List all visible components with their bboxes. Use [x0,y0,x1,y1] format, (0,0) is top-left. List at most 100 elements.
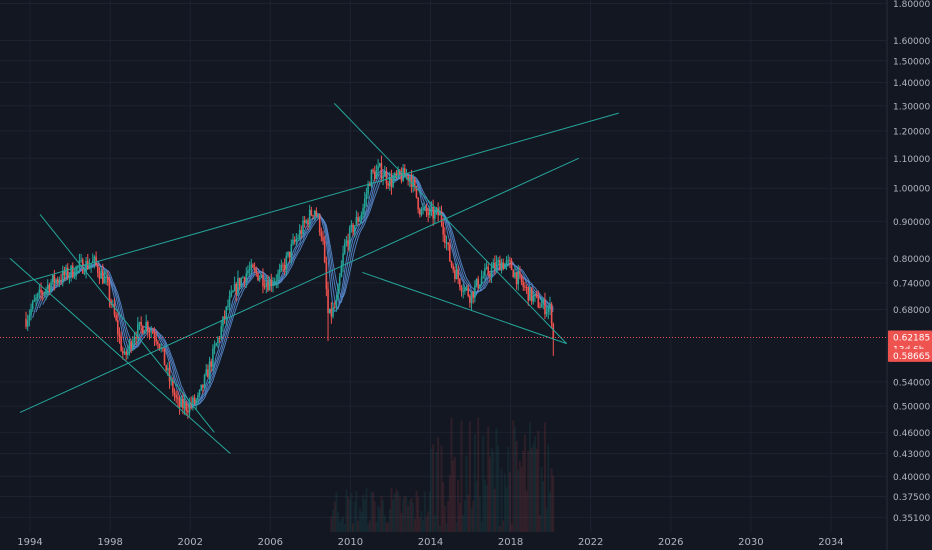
volume-bar [383,515,386,532]
candle-body [388,176,391,186]
price-tick-label: 0.40000 [893,473,930,483]
candle-body [220,326,223,338]
candle-body [298,230,301,239]
candle-body [464,287,466,292]
candle-body [447,242,449,245]
last-price-label: 0.62185 [893,334,930,344]
candle-body [128,341,131,350]
volume-bar [467,495,470,532]
candle-body [495,261,498,270]
candle-body [315,210,318,217]
candle-body [540,304,543,308]
candle-body [297,238,299,240]
volume-bar [490,447,493,532]
volume-bar [497,445,500,532]
candle-body [307,220,309,225]
candle-body [414,179,416,186]
candle-body [489,274,491,277]
candle-body [75,266,77,277]
candle-body [103,277,106,284]
candle-body [490,267,493,277]
volume-bar [500,468,503,532]
candle-body [370,169,373,186]
candle-body [405,175,408,177]
candle-body [455,269,458,279]
candle-body [529,287,531,301]
time-axis[interactable]: 1994 1998 2002 2006 2010 2014 2018 2022 2026 2030… [17,537,843,548]
volume-bar [352,523,355,532]
candle-body [48,284,51,291]
candle-body [383,171,386,177]
candle-body [127,349,129,356]
time-tick-label: 2018 [498,537,523,548]
price-tick-label: 0.43000 [893,450,930,460]
price-axis[interactable]: 1.80000 1.60000 1.50000 1.40000 1.30000 1.200… [893,0,930,524]
candle-body [507,259,510,261]
candle-body [459,278,461,288]
volume-bar [435,452,438,532]
candle-body [340,265,343,278]
volume-bar [543,422,546,532]
candle-body [525,287,528,288]
candle-body [519,271,521,275]
candle-body [535,294,538,296]
volume-bar [498,525,501,532]
volume-bar [380,496,383,532]
volume-bar [355,491,358,532]
candle-body [188,403,191,413]
candle-body [43,292,46,295]
candle-body [429,208,431,216]
candle-body [302,220,304,235]
volume-bar [533,436,536,532]
volume-bar [415,490,418,532]
candle-body [155,338,157,342]
volume-bar [527,450,530,532]
volume-bar [377,505,380,532]
candle-body [183,402,186,409]
candle-body [395,173,398,176]
candle-body [435,208,438,212]
volume-bar [330,516,333,532]
candle-body [350,224,353,228]
candle-body [323,240,326,263]
candle-body [68,275,71,278]
candle-body [377,166,379,171]
volume-bar [368,520,371,532]
time-tick-label: 1998 [97,537,122,548]
candle-body [273,281,276,284]
volume-bar [468,421,471,532]
candle-body [253,267,256,270]
candle-body [218,337,221,339]
candle-body [51,275,54,283]
candle-body [378,163,381,167]
candle-body [187,410,189,413]
volume-bar [360,511,363,532]
candle-body [293,239,296,242]
candle-body [262,274,264,287]
volume-bar [420,511,423,532]
candle-body [462,291,464,293]
candle-body [465,287,468,289]
candle-body [285,255,288,270]
candle-body [472,291,475,298]
volume-bar [433,515,436,532]
candle-body [252,264,254,268]
candle-body [547,308,550,312]
candle-body [81,259,84,274]
volume-bar [367,524,370,532]
candle-body [150,331,152,332]
volume-bar [440,445,443,532]
candle-body [410,176,413,188]
candle-body [524,286,526,288]
candle-body [290,244,293,258]
candle-body [145,321,147,332]
candle-body [73,276,76,278]
candle-body [497,260,500,262]
volume-bar [448,475,451,532]
price-tick-label: 1.10000 [893,155,930,165]
volume-bar [482,435,485,532]
candle-body [138,321,141,325]
trendlines[interactable] [0,103,619,454]
